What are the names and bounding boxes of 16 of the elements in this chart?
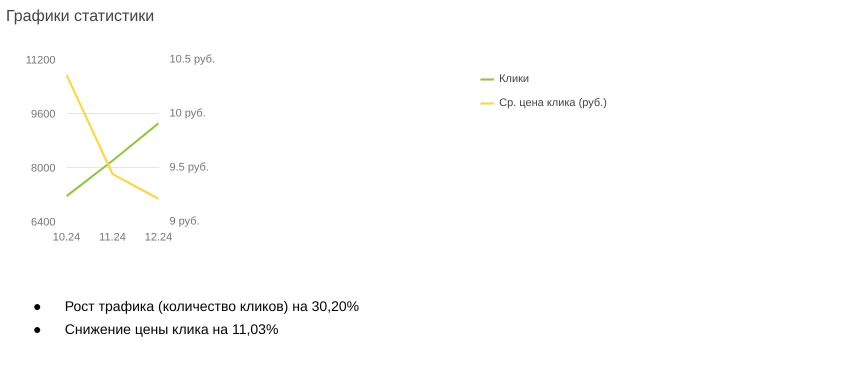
y-tick-label: 11200 — [26, 54, 56, 66]
y2-tick-label: 10 руб. — [170, 108, 206, 120]
x-tick-label: 10.24 — [52, 232, 80, 244]
x-tick-label: 11.24 — [99, 232, 126, 244]
y2-tick-label: 10.5 руб. — [170, 54, 215, 66]
y-tick-label: 9600 — [31, 108, 56, 120]
legend-label: Клики — [499, 73, 530, 85]
text: ● Рост трафика (количество кликов) на 30,20% — [33, 297, 360, 316]
legend-label: Ср. цена клика (руб.) — [499, 97, 607, 109]
y2-tick-label: 9 руб. — [170, 216, 200, 228]
text: ● Снижение цены клика на 11,03% — [33, 320, 280, 339]
chart-title: Графики статистики — [6, 7, 154, 27]
y-tick-label: 8000 — [31, 162, 56, 174]
x-tick-label: 12.24 — [144, 232, 172, 244]
y2-tick-label: 9.5 руб. — [170, 162, 209, 174]
y-tick-label: 6400 — [31, 216, 56, 228]
